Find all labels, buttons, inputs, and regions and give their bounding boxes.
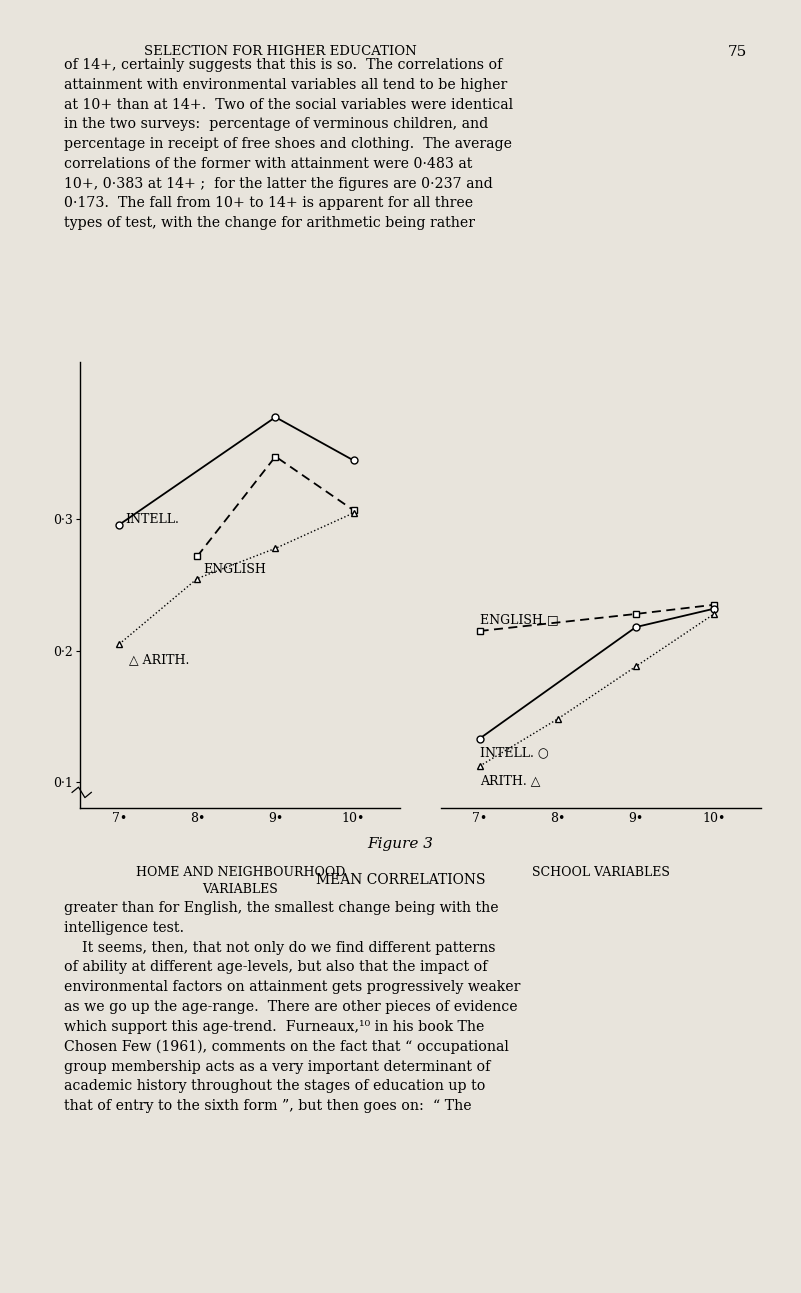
Text: ARITH. △: ARITH. △ (480, 775, 540, 787)
Text: SCHOOL VARIABLES: SCHOOL VARIABLES (532, 866, 670, 879)
Text: △ ARITH.: △ ARITH. (128, 653, 189, 666)
Text: greater than for English, the smallest change being with the
intelligence test.
: greater than for English, the smallest c… (64, 901, 521, 1113)
Text: SELECTION FOR HIGHER EDUCATION: SELECTION FOR HIGHER EDUCATION (144, 45, 417, 58)
Text: Figure 3: Figure 3 (368, 837, 433, 851)
Text: INTELL. ○: INTELL. ○ (480, 746, 549, 759)
Text: MEAN CORRELATIONS: MEAN CORRELATIONS (316, 873, 485, 887)
Text: ENGLISH: ENGLISH (203, 562, 267, 575)
Text: INTELL.: INTELL. (126, 513, 179, 526)
Text: of 14+, certainly suggests that this is so.  The correlations of
attainment with: of 14+, certainly suggests that this is … (64, 58, 513, 230)
Text: HOME AND NEIGHBOURHOOD
VARIABLES: HOME AND NEIGHBOURHOOD VARIABLES (135, 866, 345, 896)
Text: 75: 75 (727, 45, 747, 59)
Text: ENGLISH □: ENGLISH □ (480, 613, 558, 626)
